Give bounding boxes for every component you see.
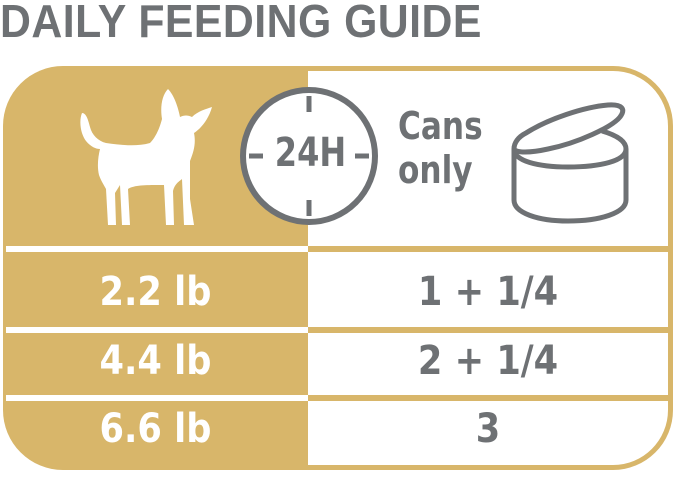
- weight-cell: 6.6 lb: [99, 406, 212, 452]
- weight-cell: 4.4 lb: [99, 338, 212, 384]
- row-divider: [6, 395, 308, 401]
- page-title: DAILY FEEDING GUIDE: [0, 0, 482, 47]
- clock-label: 24H: [274, 130, 347, 176]
- open-can-icon: [511, 102, 629, 224]
- amount-cell: 3: [475, 406, 501, 452]
- cans-label-line1: Cans: [398, 104, 483, 148]
- cans-label-line2: only: [398, 148, 473, 192]
- weight-cell: 2.2 lb: [99, 269, 212, 315]
- dog-silhouette-icon: [80, 89, 212, 225]
- amount-cell: 2 + 1/4: [417, 338, 559, 384]
- row-divider: [6, 327, 308, 333]
- row-divider: [6, 246, 308, 252]
- row-divider: [308, 395, 668, 401]
- clock-24h-icon: [240, 87, 378, 225]
- cans-only-label: Cans only: [398, 104, 483, 192]
- row-divider: [308, 246, 668, 252]
- row-divider: [308, 327, 668, 333]
- amount-cell: 1 + 1/4: [417, 269, 559, 315]
